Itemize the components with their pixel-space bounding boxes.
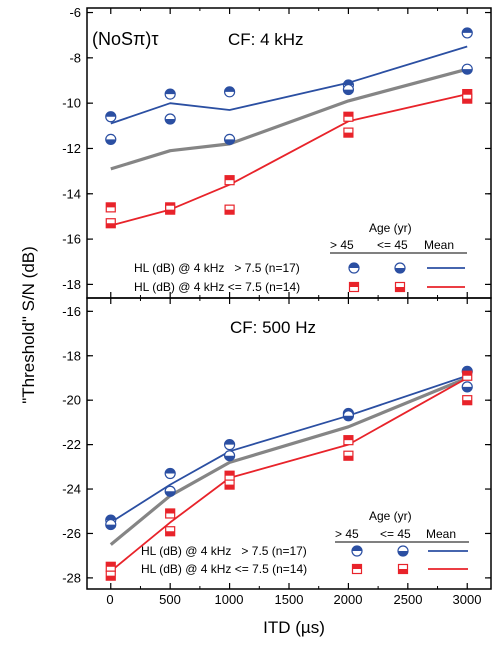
- blue-under-45-point: [342, 83, 355, 96]
- bottom-panel-plot: -28 -26 -24 -22 -20 -18 -16: [62, 298, 491, 589]
- red-under-45-legend-marker: [397, 563, 409, 575]
- legend-row-red-label: HL (dB) @ 4 kHz <= 7.5 (n=14): [134, 280, 300, 294]
- x-tick-label: 500: [159, 592, 181, 607]
- red-over-45-point: [343, 111, 354, 122]
- x-tick-label: 0: [106, 592, 113, 607]
- legend-bottom: Age (yr) > 45 <= 45 Mean HL (dB) @ 4 kHz…: [141, 509, 469, 576]
- condition-label: (NoSπ)τ: [92, 29, 159, 49]
- gray-mean-line: [109, 376, 468, 546]
- y-tick-label: -16: [62, 232, 81, 247]
- blue-under-45-point: [105, 518, 117, 531]
- red-under-45-point: [105, 218, 116, 229]
- x-tick-labels: 0 500 1000 1500 2000 2500 3000: [106, 592, 481, 607]
- red-over-45-point: [105, 202, 116, 213]
- legend-col-mean: Mean: [426, 527, 456, 541]
- blue-under-45-legend-marker: [394, 262, 406, 274]
- blue-over-45-point: [105, 111, 117, 123]
- legend-title: Age (yr): [369, 509, 412, 523]
- blue-under-45-point: [164, 113, 176, 125]
- red-mean-line: [110, 93, 468, 227]
- x-tick-label: 1000: [215, 592, 244, 607]
- legend-col-under-45: <= 45: [377, 238, 408, 252]
- red-under-45-point: [165, 204, 176, 215]
- blue-mean-line: [110, 45, 468, 125]
- y-tick-label: -10: [62, 96, 81, 111]
- legend-title: Age (yr): [369, 221, 412, 235]
- legend-row-red-label: HL (dB) @ 4 kHz <= 7.5 (n=14): [141, 562, 307, 576]
- red-under-45-point: [224, 204, 235, 215]
- y-tick-label: -26: [62, 526, 81, 541]
- blue-under-45-point: [223, 133, 236, 146]
- blue-over-45-point: [223, 86, 236, 98]
- red-over-45-point: [224, 470, 235, 481]
- y-axis-label: "Threshold" S/N (dB): [19, 246, 38, 404]
- blue-over-45-point: [223, 439, 236, 451]
- legend-col-over-45: > 45: [335, 527, 359, 541]
- blue-over-45-legend-marker: [348, 262, 360, 274]
- y-tick-label: -14: [62, 186, 81, 201]
- x-axis-label: ITD (µs): [263, 618, 325, 637]
- red-over-45-legend-marker: [351, 563, 363, 575]
- y-tick-label: -6: [69, 5, 81, 20]
- bottom-panel-title: CF: 500 Hz: [230, 318, 316, 337]
- legend-col-under-45: <= 45: [380, 527, 411, 541]
- legend-top: Age (yr) > 45 <= 45 Mean HL (dB) @ 4 kHz…: [134, 221, 467, 294]
- y-tick-label: -18: [62, 277, 81, 292]
- red-under-45-point: [343, 450, 354, 461]
- blue-over-45-point: [164, 88, 176, 100]
- blue-under-45-point: [461, 63, 473, 75]
- y-tick-label: -24: [62, 482, 81, 497]
- red-under-45-point: [462, 93, 473, 104]
- red-under-45-point: [105, 570, 116, 581]
- y-tick-label: -20: [62, 393, 81, 408]
- blue-under-45-legend-marker: [397, 545, 409, 557]
- red-under-45-point: [462, 395, 473, 406]
- y-tick-label: -28: [62, 570, 81, 585]
- y-tick-label: -16: [62, 304, 81, 319]
- red-under-45-legend-marker: [394, 281, 406, 293]
- blue-under-45-point: [223, 450, 236, 462]
- x-tick-label: 2000: [334, 592, 363, 607]
- y-tick-label: -8: [69, 50, 81, 65]
- legend-col-over-45: > 45: [330, 238, 354, 252]
- red-over-45-point: [462, 370, 473, 381]
- blue-under-45-point: [461, 381, 473, 393]
- red-over-45-point: [343, 435, 354, 446]
- top-panel-title: CF: 4 kHz: [228, 30, 304, 49]
- y-tick-label: -22: [62, 437, 81, 452]
- blue-under-45-point: [105, 133, 117, 146]
- legend-row-blue-label: HL (dB) @ 4 kHz > 7.5 (n=17): [141, 544, 307, 558]
- red-over-45-point: [224, 175, 235, 186]
- legend-col-mean: Mean: [424, 238, 454, 252]
- blue-over-45-point: [461, 27, 473, 39]
- blue-under-45-point: [342, 410, 355, 422]
- red-over-45-point: [105, 561, 116, 572]
- blue-under-45-point: [164, 485, 176, 497]
- red-over-45-legend-marker: [348, 281, 360, 293]
- x-tick-label: 3000: [453, 592, 482, 607]
- red-under-45-point: [343, 127, 354, 138]
- blue-over-45-legend-marker: [351, 545, 363, 557]
- red-under-45-point: [165, 526, 176, 537]
- x-tick-label: 1500: [275, 592, 304, 607]
- blue-over-45-point: [164, 467, 176, 480]
- y-tick-label: -12: [62, 141, 81, 156]
- top-panel-plot: -18 -16 -14 -12 -10 -8 -6: [62, 5, 491, 298]
- legend-row-blue-label: HL (dB) @ 4 kHz > 7.5 (n=17): [134, 261, 300, 275]
- red-under-45-point: [224, 479, 235, 490]
- red-over-45-point: [165, 508, 176, 519]
- y-tick-label: -18: [62, 348, 81, 363]
- x-tick-label: 2500: [394, 592, 423, 607]
